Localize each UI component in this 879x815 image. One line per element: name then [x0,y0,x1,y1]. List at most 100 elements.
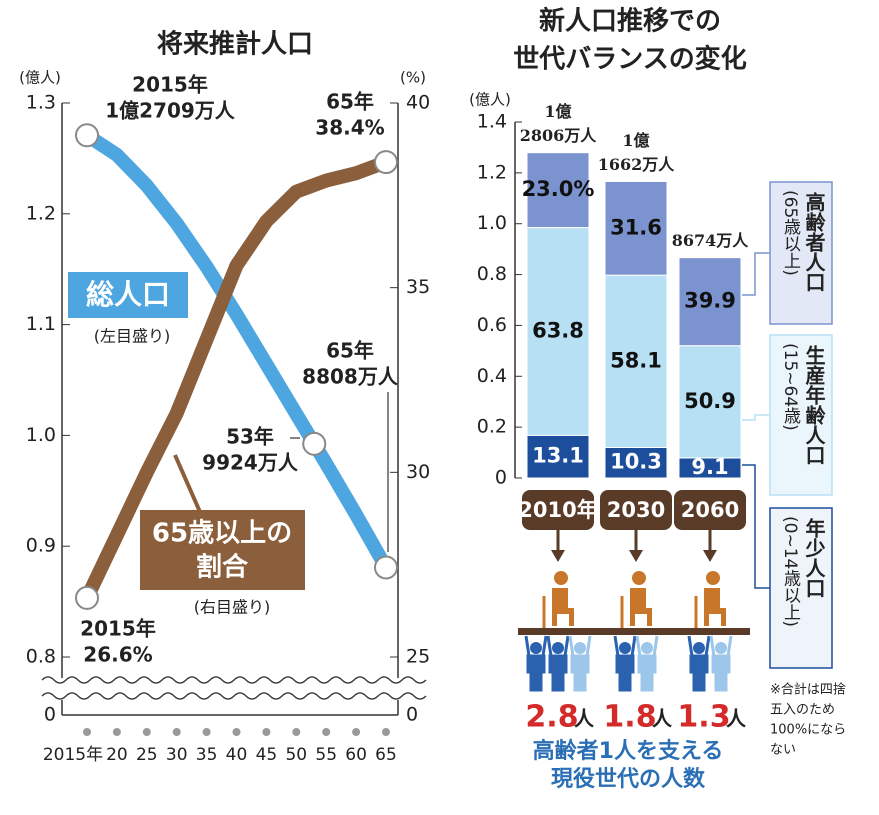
y-tick-label: 1.0 [26,424,56,446]
x-tick-dot [232,728,241,736]
chart-title: 世代バランスの変化 [513,44,746,75]
x-tick-dot [352,728,361,736]
y-tick-label: 0.8 [477,263,507,285]
y-tick-label: 1.2 [477,161,507,183]
annotation: 65年 [326,90,374,114]
elder-head [554,571,568,585]
bar-segment [604,274,668,448]
supporter-body [568,635,592,692]
note: ※合計は四捨 [770,682,846,698]
x-tick-dot [262,728,271,736]
x-tick-label: 2015年 [43,745,103,765]
legend-box [68,272,188,318]
supporter-count: 1.8 [603,700,656,735]
point-marker [374,555,398,580]
y-tick-label: 1.3 [26,92,56,114]
x-tick-label: 50 [285,745,307,765]
annotation: 8808万人 [302,365,399,389]
value-label: 31.6 [610,215,662,239]
y-tick-label: 0.4 [477,365,507,387]
supporter-body [524,635,548,692]
x-tick-label: 20 [106,745,128,765]
value-label: 39.9 [684,289,736,313]
annotation: 2015年 [80,617,156,641]
arrow-head [551,550,565,562]
supporters-group [613,635,659,692]
supporter-body [613,635,637,692]
x-tick-label: 55 [315,745,337,765]
supporter-head [552,642,564,654]
supporter-unit: 人 [574,707,595,731]
y2-tick-label: 35 [406,276,430,298]
annotation: 26.6% [83,643,152,667]
axis-note: (右目盛り) [194,598,271,617]
note: 100%になら [770,723,846,738]
y-tick-label: 1.0 [477,212,507,234]
supporter-body [709,635,733,692]
y-tick-label: 1.1 [26,313,56,335]
arrow-head [703,550,717,562]
total-label: 8674万人 [672,231,750,250]
supporter-count: 2.8 [525,700,578,735]
value-label: 63.8 [532,318,584,342]
total-label: 1662万人 [598,155,676,174]
board [596,628,676,635]
series-line [80,128,393,575]
value-label: 10.3 [610,450,662,474]
point-marker [75,585,99,610]
x-tick-label: 30 [166,745,188,765]
elder-head [706,571,720,585]
legend-label: 割合 [196,552,249,583]
annotation: 9924万人 [202,451,299,475]
supporter-body [687,635,711,692]
total-label: 1億 [622,131,649,150]
supporters-group [524,635,592,692]
point-marker [302,431,327,456]
legend-box [140,510,305,590]
legend-label: 65歳以上の [152,519,292,549]
series-line [80,155,393,605]
elder-body [552,588,574,626]
y2-tick-label: 25 [406,646,430,668]
legend-range: (15~64歳) [780,343,801,431]
bar-segment [526,152,590,229]
x-tick-label: 35 [196,745,218,765]
annotation: 1億2709万人 [105,99,236,123]
x-tick-dot [382,728,390,736]
x-tick-dot [112,728,121,736]
legend-label: 高齢者人口 [802,191,826,292]
supporter-body [635,635,659,692]
category-label: 2060 [681,498,739,522]
elder-body [704,588,726,626]
total-label: 1億 [544,102,571,121]
leader [173,454,202,513]
bar-segment [526,227,590,436]
category-box [674,490,746,530]
elder-head [632,571,646,585]
bar-segment [678,257,742,347]
y-unit: (億人) [469,91,511,109]
y-tick-label: 0 [495,467,507,489]
value-label: 23.0% [522,177,595,201]
annotation: 2015年 [132,73,208,97]
point-marker [374,150,398,175]
x-tick-label: 40 [226,745,248,765]
annotation: 53年 [226,425,274,449]
supporter-head [693,642,705,654]
y-tick-label: 0.6 [477,314,507,336]
arrow-head [629,550,643,562]
legend-label: 年少人口 [802,517,826,598]
legend-range: (65歳以上) [780,190,801,276]
y-tick-label: 1.4 [477,111,507,133]
x-tick-dot [292,728,301,736]
legend-box [769,334,833,496]
bar-segment [604,180,668,276]
x-tick-dot [83,728,91,736]
supporter-head [574,642,586,654]
supporter-head [641,642,653,654]
x-tick-label: 60 [345,745,367,765]
category-label: 2010年 [518,498,597,522]
supporter-body [546,635,570,692]
y2-unit: (%) [400,69,426,87]
